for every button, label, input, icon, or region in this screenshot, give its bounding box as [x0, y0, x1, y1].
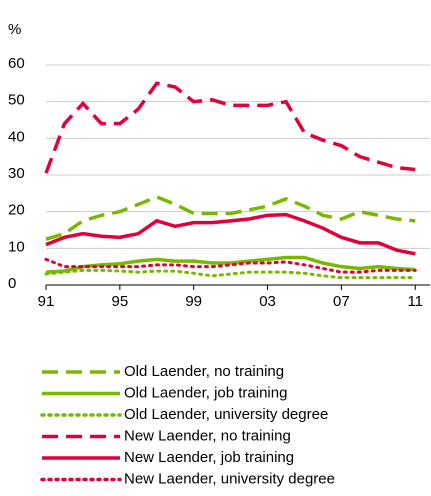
series-line: [44, 81, 416, 174]
y-tick-label: 60: [8, 55, 25, 72]
x-tick-label: 91: [38, 293, 55, 310]
legend-label: New Laender, no training: [124, 427, 291, 444]
x-tick-label: 11: [407, 293, 423, 310]
y-tick-label: 40: [8, 128, 25, 145]
legend-label: Old Laender, university degree: [124, 406, 328, 423]
x-tick-label: 99: [185, 293, 202, 310]
y-tick-label: 20: [8, 202, 25, 219]
series-line: [44, 268, 417, 280]
series-line: [45, 255, 416, 274]
legend-label: Old Laender, no training: [124, 363, 284, 380]
x-tick-label: 07: [333, 293, 350, 310]
y-tick-label: 10: [8, 238, 25, 255]
legend-label: New Laender, university degree: [124, 470, 335, 487]
series-line: [45, 212, 416, 256]
series-line: [44, 257, 417, 274]
x-tick-label: 95: [112, 293, 129, 310]
y-tick-label: 0: [8, 275, 16, 292]
y-axis-label: %: [8, 21, 21, 38]
series-line: [45, 195, 416, 241]
y-tick-label: 50: [8, 92, 25, 109]
legend-label: New Laender, job training: [124, 449, 294, 466]
x-tick-label: 03: [259, 293, 276, 310]
y-tick-label: 30: [8, 165, 25, 182]
legend-label: Old Laender, job training: [124, 384, 287, 401]
